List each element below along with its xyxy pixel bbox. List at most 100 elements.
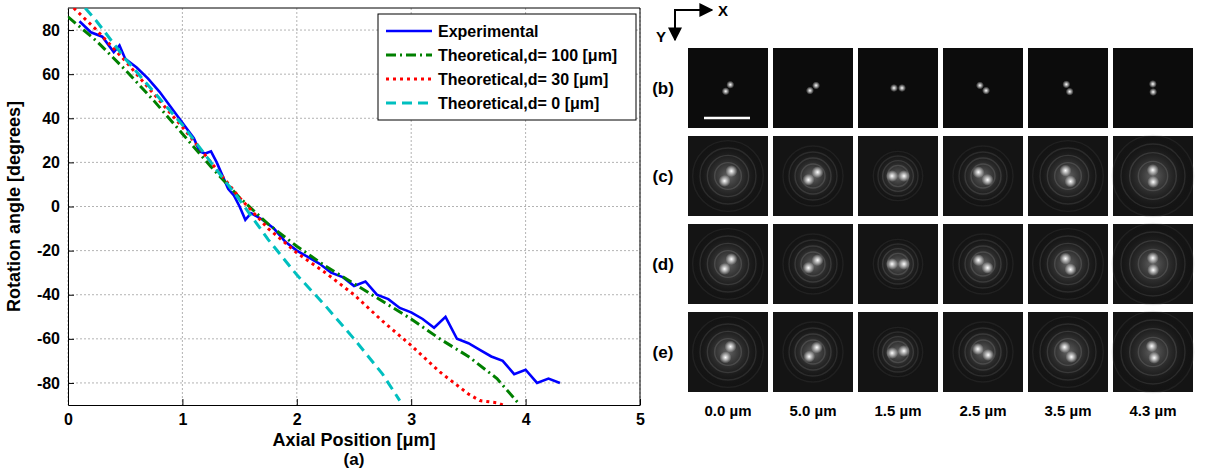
image-halo xyxy=(870,148,926,204)
image-halo xyxy=(781,320,845,384)
tick: 5 xyxy=(636,399,645,428)
tick: 60 xyxy=(42,66,74,83)
tick-label: 4 xyxy=(522,411,531,428)
tick-mark xyxy=(182,399,183,405)
image-background xyxy=(688,224,768,304)
image-background xyxy=(1113,136,1193,216)
image-tile xyxy=(688,48,768,128)
image-background xyxy=(1113,312,1193,392)
image-ring xyxy=(707,243,748,284)
image-spot xyxy=(1065,351,1077,363)
image-ring xyxy=(1047,331,1088,372)
legend-label: Theoretical,d= 0 [μm] xyxy=(438,95,599,112)
tick: 4 xyxy=(522,399,531,428)
column-label: 5.0 µm xyxy=(790,402,837,419)
image-tile xyxy=(1028,224,1108,304)
image-spot xyxy=(976,81,984,89)
image-spot xyxy=(972,254,984,266)
image-ring xyxy=(873,239,922,288)
image-tile xyxy=(943,48,1023,128)
image-ring xyxy=(1138,249,1167,278)
tick-mark xyxy=(297,399,298,405)
grid-line-y xyxy=(68,206,640,207)
image-ring xyxy=(1130,153,1177,200)
image-ring xyxy=(1138,161,1167,190)
image-spot xyxy=(803,351,815,363)
image-ring xyxy=(801,252,825,276)
image-halo xyxy=(870,324,926,380)
image-ring xyxy=(971,164,995,188)
image-ring xyxy=(1047,243,1088,284)
row-label: (d) xyxy=(652,255,674,274)
image-ring xyxy=(1112,311,1193,392)
tick-label: 2 xyxy=(293,411,302,428)
image-spot xyxy=(886,258,898,270)
grid-line-x xyxy=(182,8,183,405)
tick: 80 xyxy=(42,22,74,39)
image-ring xyxy=(1130,241,1177,288)
image-spot xyxy=(1066,88,1074,96)
tick-label: -80 xyxy=(37,375,60,392)
frame-top xyxy=(68,8,640,9)
image-spot xyxy=(1146,340,1158,352)
image-ring xyxy=(953,234,1013,294)
tick-label: 1 xyxy=(178,411,187,428)
tick-label: 40 xyxy=(42,110,60,127)
tick-label: 5 xyxy=(636,411,645,428)
column-label: 1.5 µm xyxy=(875,402,922,419)
image-ring xyxy=(1033,229,1104,300)
image-background xyxy=(688,136,768,216)
image-ring xyxy=(1121,144,1185,208)
legend-label: Experimental xyxy=(438,23,538,40)
image-ring xyxy=(1055,339,1082,366)
image-spot xyxy=(982,349,994,361)
column-label: 2.5 µm xyxy=(960,402,1007,419)
arrow xyxy=(674,9,712,11)
image-background xyxy=(943,312,1023,392)
tick: -40 xyxy=(37,286,74,303)
image-ring xyxy=(783,146,843,206)
image-ring xyxy=(700,236,756,292)
image-spot xyxy=(890,84,898,92)
image-ring xyxy=(883,249,914,280)
image-halo xyxy=(1113,312,1193,392)
tick: -60 xyxy=(37,330,74,347)
tick-mark xyxy=(68,74,74,75)
legend-swatch xyxy=(386,54,432,57)
image-background xyxy=(858,312,938,392)
image-tile xyxy=(858,48,938,128)
image-spot xyxy=(886,347,898,359)
image-ring xyxy=(883,161,914,192)
legend: ExperimentalTheoretical,d= 100 [μm]Theor… xyxy=(378,14,636,120)
image-spot xyxy=(982,262,994,274)
legend-swatch xyxy=(386,30,432,33)
image-background xyxy=(858,48,938,128)
tick: 0 xyxy=(51,198,74,215)
image-background xyxy=(943,48,1023,128)
grid-line-y xyxy=(68,382,640,383)
tick: 40 xyxy=(42,110,74,127)
tick-label: 20 xyxy=(42,154,60,171)
image-spot xyxy=(719,351,731,363)
row-label: (e) xyxy=(653,343,674,362)
image-spot xyxy=(1059,341,1071,353)
image-spot xyxy=(1147,252,1159,264)
image-tile xyxy=(688,136,768,216)
orientation-arrows: XY xyxy=(656,2,728,45)
axis-letter: X xyxy=(718,2,728,19)
axis-letter: Y xyxy=(656,28,666,45)
row-label: (c) xyxy=(653,167,674,186)
image-ring xyxy=(1112,135,1193,216)
image-tile xyxy=(858,224,938,304)
tick-mark xyxy=(68,295,74,296)
image-ring xyxy=(873,327,922,376)
tick: 20 xyxy=(42,154,74,171)
tick-mark xyxy=(68,251,74,252)
image-background xyxy=(858,136,938,216)
image-ring xyxy=(959,152,1007,200)
image-background xyxy=(773,48,853,128)
image-ring xyxy=(878,332,918,372)
image-spot xyxy=(972,166,984,178)
image-ring xyxy=(801,164,825,188)
image-ring xyxy=(1121,232,1185,296)
